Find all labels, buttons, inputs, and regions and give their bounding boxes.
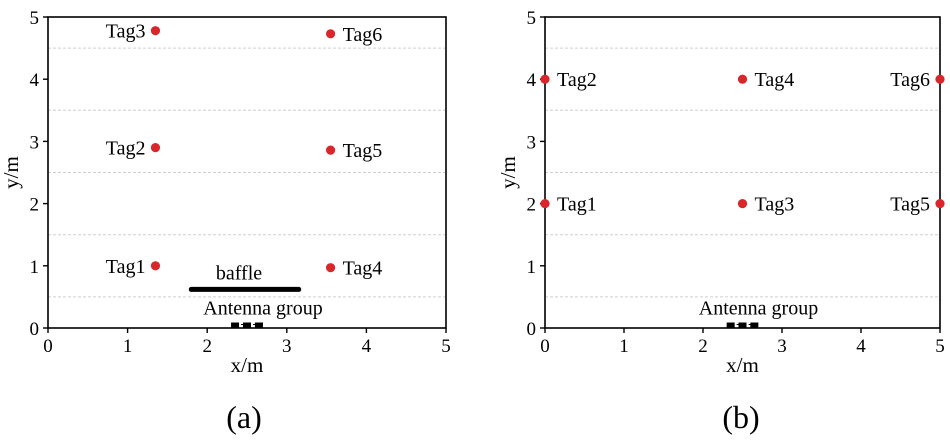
y-tick-label: 5 [30, 8, 40, 29]
x-tick-label: 4 [362, 336, 372, 357]
y-tick-label: 1 [30, 257, 40, 278]
tag-label: Tag5 [890, 194, 930, 216]
tag-marker [935, 74, 945, 84]
y-tick-label: 1 [527, 257, 537, 278]
tag-label: Tag5 [343, 140, 383, 162]
y-tick-label: 3 [527, 132, 537, 153]
x-tick-label: 5 [441, 336, 451, 357]
antenna-group-label: Antenna group [699, 298, 818, 320]
x-tick-label: 0 [43, 336, 53, 357]
tag-label: Tag6 [343, 24, 383, 46]
tag-marker [325, 29, 336, 39]
plot-frame [47, 16, 447, 329]
tag-label: Tag1 [557, 194, 597, 216]
tag-label: Tag1 [106, 256, 146, 278]
baffle-label: baffle [216, 262, 262, 284]
x-tick-label: 1 [123, 336, 133, 357]
plot-frame [544, 16, 941, 329]
antenna-element [243, 322, 251, 328]
tag-marker [540, 74, 550, 84]
antenna-element [750, 322, 759, 328]
x-tick-label: 1 [619, 336, 629, 357]
tag-label: Tag6 [890, 69, 930, 91]
tag-marker [540, 199, 550, 209]
tag-marker [737, 199, 748, 209]
panel-a-caption: (a) [226, 399, 262, 435]
x-tick-label: 3 [282, 336, 292, 357]
tag-label: Tag3 [106, 21, 146, 43]
y-tick-label: 0 [30, 319, 40, 340]
tag-label: Tag2 [106, 138, 146, 160]
y-tick-label: 4 [527, 70, 537, 91]
antenna-element [738, 322, 747, 328]
y-axis-title: y/m [496, 156, 520, 189]
panel-b: (b) 0 1 2 3 4 5 0 1 2 3 4 5 x/m y/m Antenna group Tag1 T… [496, 8, 945, 435]
tag-marker [150, 26, 161, 36]
x-axis-title: x/m [726, 353, 759, 377]
y-axis-title: y/m [0, 156, 23, 189]
y-tick-label: 0 [527, 319, 537, 340]
x-tick-label: 2 [698, 336, 708, 357]
antenna-element [254, 322, 263, 328]
panel-b-caption: (b) [722, 399, 759, 435]
tag-marker [325, 263, 336, 273]
x-axis-title: x/m [231, 353, 264, 377]
tag-marker [150, 143, 161, 153]
tag-marker [150, 261, 161, 271]
x-tick-label: 4 [856, 336, 866, 357]
y-tick-label: 2 [30, 195, 40, 216]
x-tick-label: 5 [935, 336, 945, 357]
y-tick-label: 5 [527, 8, 537, 29]
tag-marker [325, 145, 336, 155]
tag-marker [935, 199, 945, 209]
y-tick-label: 3 [30, 132, 40, 153]
tag-label: Tag2 [557, 69, 597, 91]
x-tick-label: 2 [202, 336, 212, 357]
y-tick-label: 4 [30, 70, 40, 91]
tag-label: Tag3 [755, 194, 795, 216]
tag-label: Tag4 [343, 258, 383, 280]
panel-a: (a) 0 1 2 3 4 5 0 1 2 3 4 5 x/m y/m baffle Antenna grou… [0, 8, 451, 435]
tag-marker [737, 74, 748, 84]
antenna-group-label: Antenna group [203, 298, 322, 320]
x-tick-label: 0 [540, 336, 550, 357]
x-tick-label: 3 [777, 336, 787, 357]
tag-label: Tag4 [755, 69, 795, 91]
y-tick-label: 2 [527, 195, 537, 216]
